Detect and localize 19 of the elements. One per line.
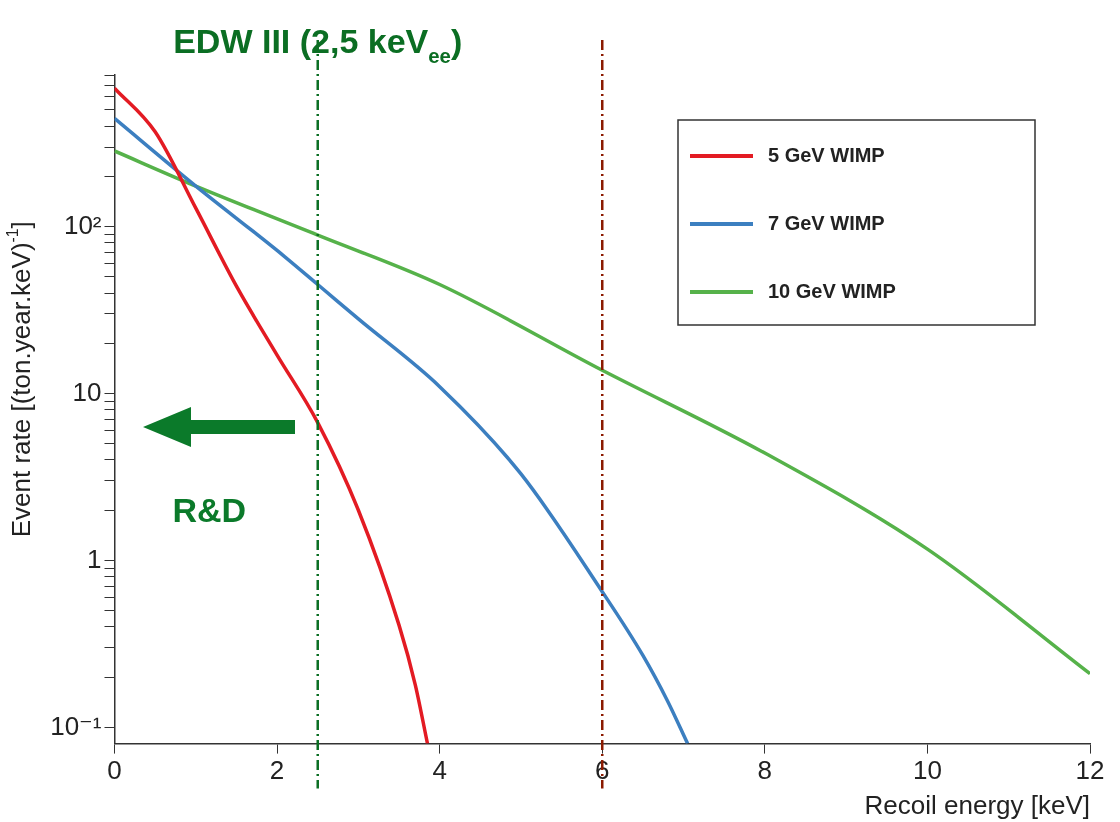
- y-tick-label: 10: [72, 376, 102, 407]
- y-tick-label: 10²: [63, 209, 102, 240]
- legend-label: 5 GeV WIMP: [768, 143, 885, 166]
- y-axis-title: Event rate [(ton.year.keV)-1]: [3, 221, 36, 538]
- line-series: [114, 149, 1090, 676]
- line-series: [114, 86, 430, 744]
- y-tick-label: 1: [87, 543, 102, 574]
- x-tick-label: 0: [107, 755, 122, 786]
- x-tick-label: 12: [1075, 755, 1105, 786]
- y-tick-label: 10⁻¹: [50, 710, 102, 741]
- x-tick-label: 4: [432, 755, 447, 786]
- annotation: R&D: [172, 491, 247, 529]
- line-series: [114, 116, 690, 744]
- x-tick-label: 2: [269, 755, 285, 786]
- x-tick-label: 8: [757, 755, 773, 786]
- legend-label: 7 GeV WIMP: [768, 211, 885, 234]
- legend-label: 10 GeV WIMP: [768, 279, 896, 302]
- x-axis-title: Recoil energy [keV]: [864, 789, 1090, 820]
- x-tick-label: 10: [912, 755, 942, 786]
